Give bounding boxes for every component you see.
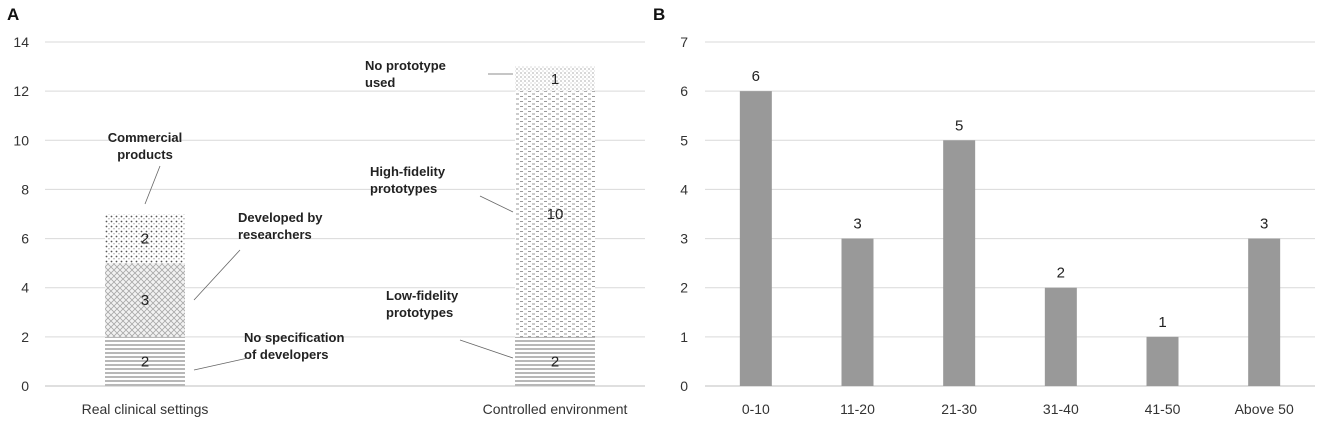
annotation-text-a-0-1: of developers bbox=[244, 347, 329, 362]
category-label-b-0: 0-10 bbox=[742, 401, 770, 417]
annotation-text-a-4-0: High-fidelity bbox=[370, 164, 446, 179]
annotation-a-2: Commercial products bbox=[108, 130, 182, 205]
data-label-b-1: 3 bbox=[853, 216, 861, 233]
data-label-b-3: 2 bbox=[1057, 265, 1065, 282]
leader-line-a-2 bbox=[144, 165, 161, 205]
bar-b-0 bbox=[739, 91, 772, 387]
annotation-text-a-5-0: No prototype bbox=[365, 58, 446, 73]
ytick-a-1: 2 bbox=[21, 329, 29, 345]
annotation-text-a-5-1: used bbox=[365, 75, 395, 90]
ytick-b-3: 3 bbox=[680, 231, 688, 247]
annotation-a-0: No specification of developers bbox=[193, 330, 344, 371]
ytick-a-5: 10 bbox=[13, 132, 29, 148]
data-label-b-4: 1 bbox=[1158, 314, 1166, 331]
bar-segment-a-1 bbox=[105, 263, 185, 337]
bar-segment-a-0 bbox=[105, 336, 185, 386]
annotation-a-4: High-fidelity prototypes bbox=[370, 164, 514, 213]
category-label-b-2: 21-30 bbox=[941, 401, 977, 417]
ytick-b-6: 6 bbox=[680, 83, 688, 99]
category-label-b-4: 41-50 bbox=[1145, 401, 1181, 417]
annotation-text-a-2-1: products bbox=[117, 147, 173, 162]
data-label-b-0: 6 bbox=[752, 68, 760, 85]
bar-b-5 bbox=[1248, 238, 1281, 386]
bar-segment-a-3 bbox=[515, 336, 595, 386]
category-label-b-1: 11-20 bbox=[840, 401, 875, 417]
ytick-a-4: 8 bbox=[21, 181, 29, 197]
annotation-text-a-4-1: prototypes bbox=[370, 181, 437, 196]
annotation-text-a-0-0: No specification bbox=[244, 330, 344, 345]
ytick-a-0: 0 bbox=[21, 378, 29, 394]
segment-label-a-0: 2 bbox=[141, 353, 149, 370]
bar-b-4 bbox=[1146, 336, 1179, 386]
ytick-a-2: 4 bbox=[21, 280, 29, 296]
ytick-b-5: 5 bbox=[680, 132, 688, 148]
ytick-b-7: 7 bbox=[680, 34, 688, 50]
bar-segment-a-4 bbox=[515, 91, 595, 337]
annotation-a-1: Developed by researchers bbox=[193, 210, 323, 301]
ytick-b-0: 0 bbox=[680, 378, 688, 394]
segment-label-a-1: 3 bbox=[141, 292, 149, 309]
annotation-text-a-2-0: Commercial bbox=[108, 130, 182, 145]
leader-line-a-1 bbox=[193, 249, 241, 301]
leader-line-a-4 bbox=[479, 195, 514, 213]
ytick-b-4: 4 bbox=[680, 181, 688, 197]
panel-b-label: B bbox=[653, 5, 665, 24]
bar-b-1 bbox=[841, 238, 874, 386]
ytick-b-1: 1 bbox=[680, 329, 688, 345]
leader-line-a-3 bbox=[459, 339, 514, 359]
category-label-b-5: Above 50 bbox=[1235, 401, 1294, 417]
ytick-a-7: 14 bbox=[13, 34, 29, 50]
segment-label-a-3: 2 bbox=[551, 353, 559, 370]
annotation-text-a-1-1: researchers bbox=[238, 227, 312, 242]
segment-label-a-4: 10 bbox=[547, 206, 564, 223]
annotation-a-3: Low-fidelity prototypes bbox=[386, 288, 514, 359]
annotation-a-5: No prototype used bbox=[365, 58, 513, 90]
panel-a-label: A bbox=[7, 5, 19, 24]
ytick-a-6: 12 bbox=[13, 83, 29, 99]
bar-b-3 bbox=[1044, 287, 1077, 386]
annotation-text-a-1-0: Developed by bbox=[238, 210, 323, 225]
bar-b-2 bbox=[943, 140, 976, 386]
leader-line-a-0 bbox=[193, 357, 249, 371]
category-label-a-0: Real clinical settings bbox=[82, 401, 209, 417]
annotation-text-a-3-0: Low-fidelity bbox=[386, 288, 459, 303]
bar-segment-a-5 bbox=[515, 66, 595, 92]
ytick-a-3: 6 bbox=[21, 231, 29, 247]
bar-segment-a-2 bbox=[105, 214, 185, 264]
annotation-text-a-3-1: prototypes bbox=[386, 305, 453, 320]
data-label-b-5: 3 bbox=[1260, 216, 1268, 233]
segment-label-a-2: 2 bbox=[141, 231, 149, 248]
category-label-b-3: 31-40 bbox=[1043, 401, 1079, 417]
segment-label-a-5: 1 bbox=[551, 71, 559, 88]
category-label-a-1: Controlled environment bbox=[483, 401, 628, 417]
data-label-b-2: 5 bbox=[955, 117, 963, 134]
ytick-b-2: 2 bbox=[680, 280, 688, 296]
panel-b: B 0 1 2 3 4 5 6 7 6 0-10 3 11-20 5 21-30 2 31-40 1 41-50 3 A… bbox=[653, 5, 1315, 417]
